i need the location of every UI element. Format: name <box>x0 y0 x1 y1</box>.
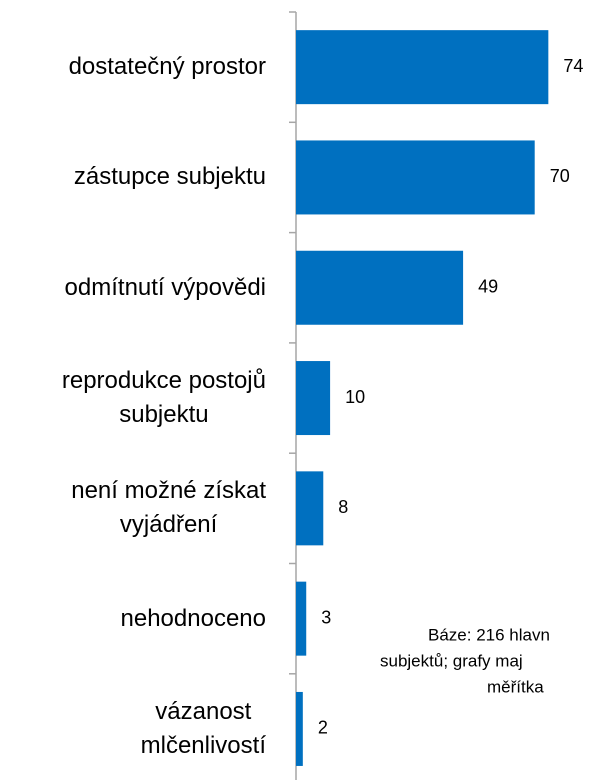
category-label: odmítnutí výpovědi <box>64 273 266 301</box>
category-label: reprodukce postojů subjektu <box>61 367 266 429</box>
value-label: 70 <box>550 166 570 186</box>
category-label: zástupce subjektu <box>73 163 266 191</box>
annotation: subjektů; grafy maj <box>380 651 523 670</box>
value-label: 8 <box>338 497 348 517</box>
value-label: 49 <box>478 277 498 297</box>
bar <box>296 691 303 766</box>
value-label: 10 <box>345 387 365 407</box>
value-label: 2 <box>318 718 328 738</box>
category-label: dostatečný prostor <box>68 53 266 81</box>
bar <box>296 581 307 656</box>
bar <box>296 361 331 436</box>
bar <box>296 471 324 546</box>
category-label: vázanost mlčenlivostí <box>140 697 266 759</box>
category-label: není možné získat vyjádření <box>71 477 266 539</box>
annotation: Báze: 216 hlavn <box>428 625 550 644</box>
category-label: nehodnoceno <box>120 604 266 632</box>
bar <box>296 140 535 215</box>
bar <box>296 250 464 325</box>
annotation: měřítka <box>487 677 544 696</box>
value-label: 74 <box>563 56 583 76</box>
value-label: 3 <box>321 607 331 627</box>
bar <box>296 30 549 105</box>
